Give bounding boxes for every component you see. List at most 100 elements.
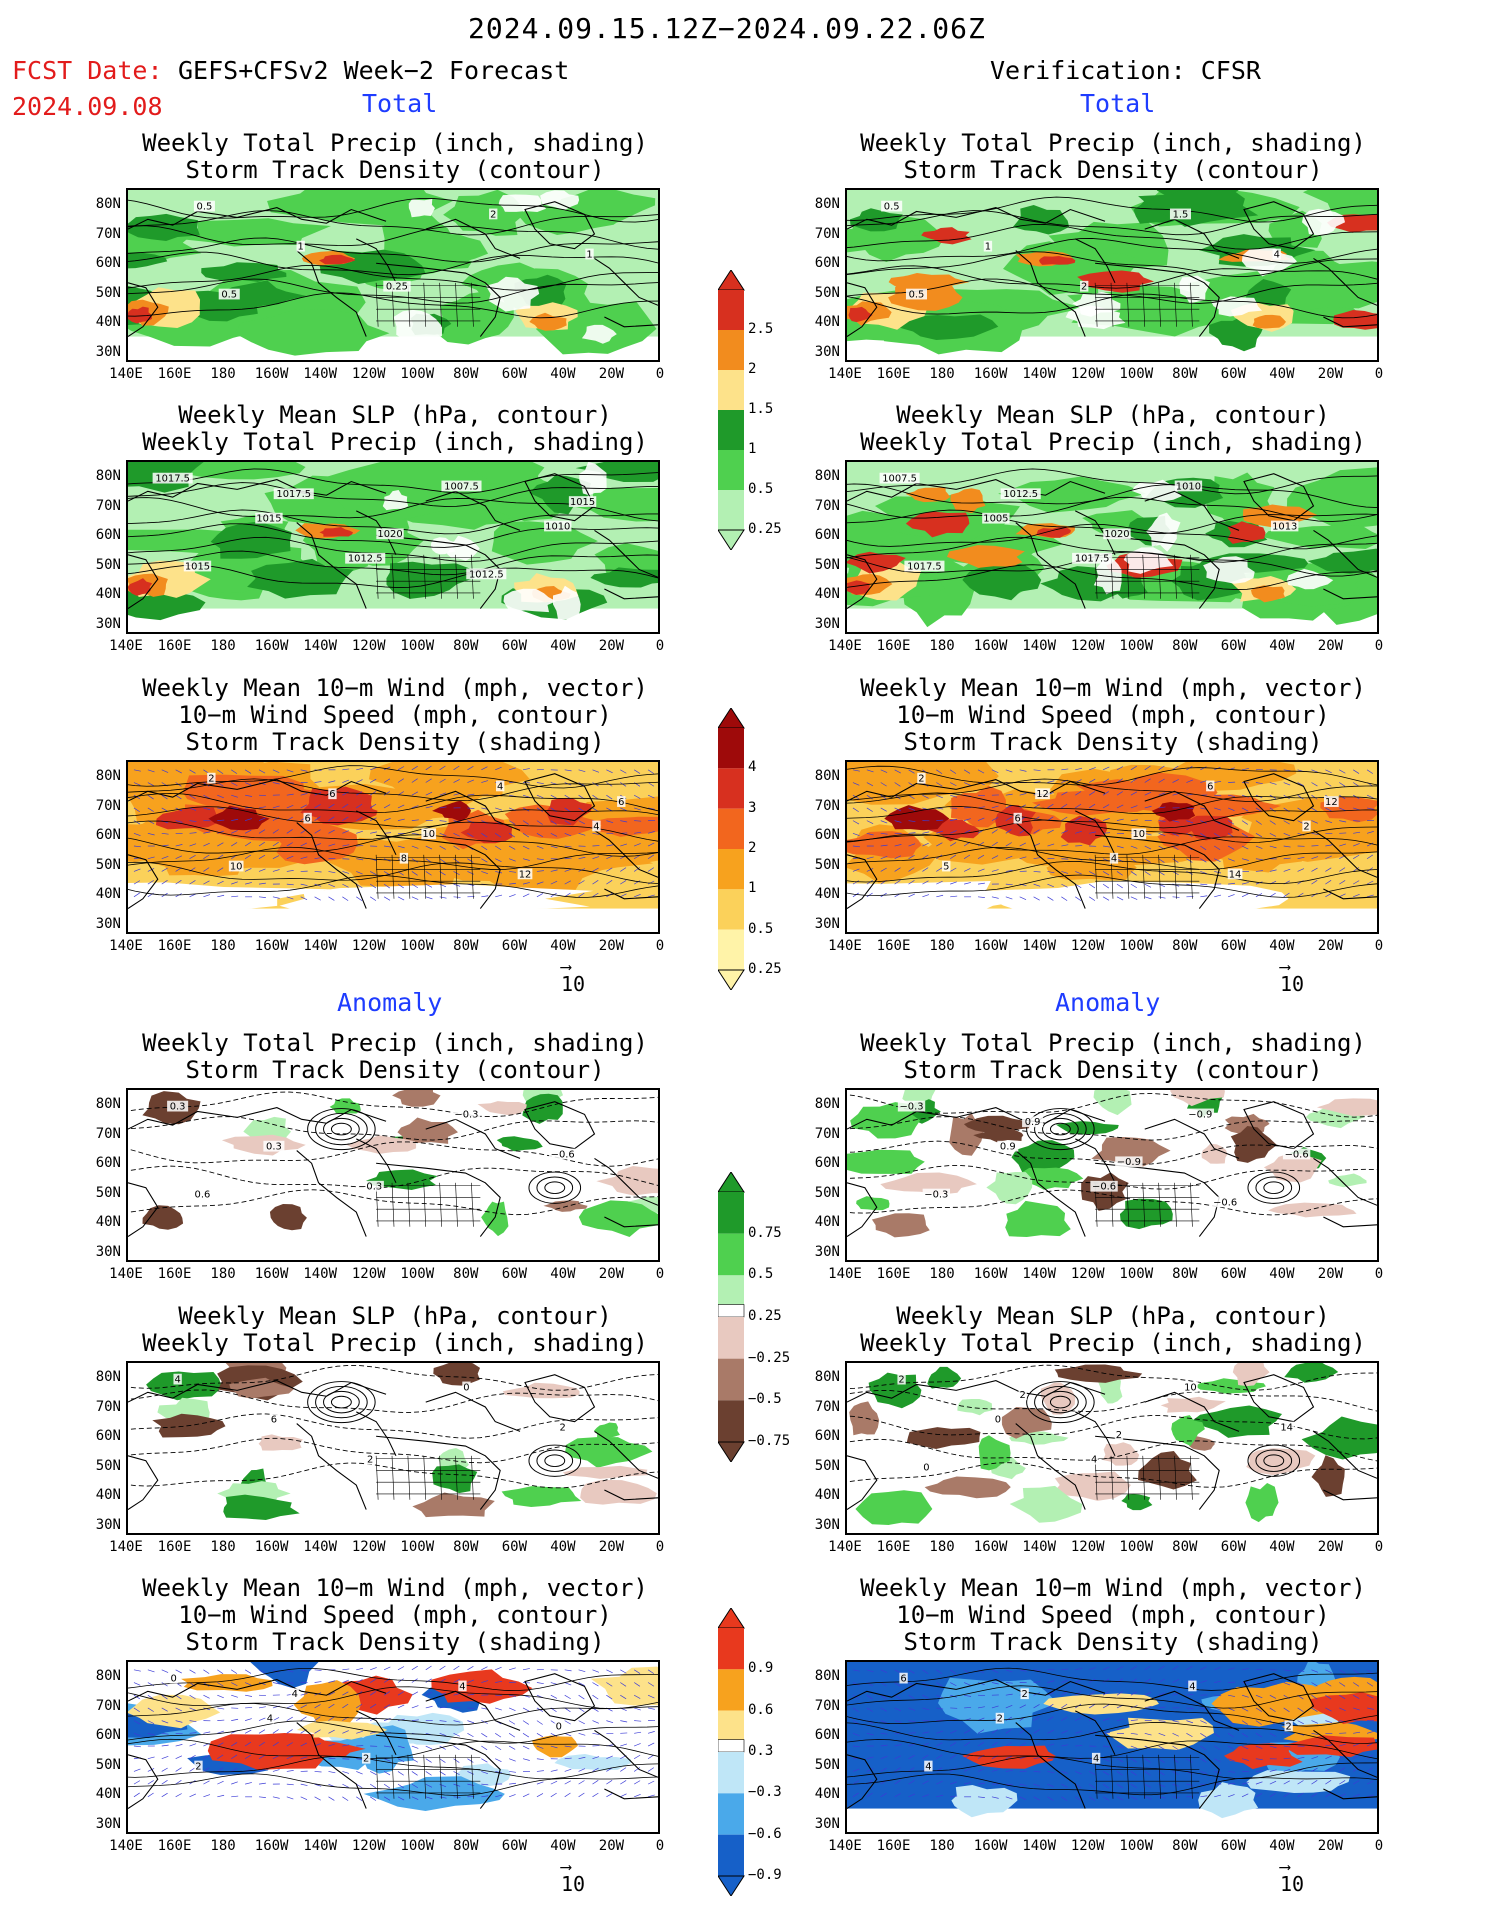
map-panel: −0.3 0.9 −0.6 −0.9 −0.6 −0.3 0.9 −0.9 −0.6 <box>845 1088 1379 1262</box>
lon-label: 20W <box>598 1266 625 1282</box>
contour-label: 4 <box>265 1712 275 1725</box>
lat-label: 50N <box>814 284 840 301</box>
lon-label: 160W <box>973 1266 1008 1282</box>
lat-label: 30N <box>95 1516 121 1533</box>
svg-text:0.3: 0.3 <box>170 1102 186 1113</box>
lon-label: 20W <box>1317 1838 1344 1854</box>
lat-label: 50N <box>95 856 121 873</box>
contour-label: −0.3 <box>356 1180 384 1193</box>
panel-title-line: Weekly Total Precip (inch, shading) <box>860 1029 1366 1057</box>
lon-label: 160W <box>973 366 1008 382</box>
lon-label: 140W <box>1022 366 1057 382</box>
lon-label: 160E <box>157 366 192 382</box>
svg-text:2: 2 <box>997 1714 1003 1725</box>
lon-label: 0 <box>655 366 665 382</box>
svg-text:10: 10 <box>1184 1382 1197 1393</box>
lat-label: 70N <box>814 1125 840 1142</box>
svg-text:0: 0 <box>556 1721 562 1732</box>
lon-label: 40W <box>1269 1539 1295 1555</box>
panel-title-line: Storm Track Density (shading) <box>903 1628 1323 1656</box>
lon-label: 140E <box>828 366 862 382</box>
svg-text:1020: 1020 <box>1104 529 1129 540</box>
contour-label: 1017.5 <box>273 488 314 500</box>
lon-label: 140W <box>1022 1539 1057 1555</box>
contour-label: 1 <box>983 240 993 253</box>
contour-label: 6 <box>899 1672 908 1685</box>
lon-label: 20W <box>1317 1539 1344 1555</box>
fcst-date-label: FCST Date: <box>12 56 163 85</box>
lat-label: 60N <box>95 1727 121 1743</box>
lon-label: 160E <box>876 1539 911 1555</box>
panel-title-line: Weekly Mean 10−m Wind (mph, vector) <box>860 674 1366 702</box>
lat-label: 40N <box>814 1487 840 1503</box>
svg-text:−0.3: −0.3 <box>924 1190 948 1201</box>
lon-label: 40W <box>550 1539 576 1555</box>
vector-reference-value: 10 <box>561 972 586 996</box>
contour-label: 1015 <box>255 512 283 525</box>
lon-label: 60W <box>501 938 528 954</box>
lon-label: 140E <box>828 938 862 954</box>
svg-text:1010: 1010 <box>545 521 570 532</box>
lon-label: 80W <box>1172 1266 1198 1282</box>
panel-title-line: Storm Track Density (shading) <box>185 728 605 756</box>
svg-text:1012.5: 1012.5 <box>469 569 504 580</box>
lat-label: 70N <box>95 1125 121 1142</box>
lon-label: 140E <box>828 1539 862 1555</box>
lon-label: 0 <box>1374 1539 1384 1555</box>
svg-text:1007.5: 1007.5 <box>444 481 479 492</box>
svg-text:4: 4 <box>925 1762 931 1773</box>
panel-title: Weekly Mean 10−m Wind (mph, vector) 10−m … <box>833 675 1393 756</box>
contour-label: 2 <box>194 1760 203 1772</box>
colorbar-label: 0.5 <box>748 481 774 497</box>
lat-label: 50N <box>95 1756 121 1773</box>
lon-label: 140W <box>303 938 338 954</box>
svg-text:10: 10 <box>230 862 243 873</box>
svg-text:4: 4 <box>174 1375 180 1386</box>
panel-title: Weekly Mean 10−m Wind (mph, vector) 10−m … <box>115 1575 675 1656</box>
lon-label: 60W <box>501 366 528 382</box>
map-panel: 4 6 2 0 2 <box>126 1361 660 1535</box>
map-panel: 0.5 1 0.25 2 1 0.5 <box>126 188 660 362</box>
lon-label: 100W <box>400 1539 435 1555</box>
lat-label: 80N <box>95 768 121 784</box>
lat-label: 60N <box>95 827 121 843</box>
contour-label: 1012.5 <box>345 552 386 565</box>
lat-label: 50N <box>814 856 840 873</box>
svg-text:0.25: 0.25 <box>386 282 408 293</box>
lon-label: 160W <box>254 1539 289 1555</box>
lat-label: 70N <box>95 225 121 242</box>
lat-label: 30N <box>814 915 840 932</box>
lon-label: 180 <box>210 1266 236 1282</box>
contour-label: 8 <box>399 852 409 865</box>
lat-label: 70N <box>814 225 840 242</box>
contour-label: 2 <box>1302 820 1311 832</box>
vector-reference-value: 10 <box>1280 1872 1305 1896</box>
lat-label: 50N <box>814 556 840 573</box>
panel-title-line: Storm Track Density (contour) <box>903 156 1323 184</box>
lon-label: 80W <box>453 366 479 382</box>
svg-text:1020: 1020 <box>377 529 402 540</box>
lon-label: 80W <box>1172 638 1198 654</box>
lon-label: 40W <box>1269 1838 1295 1854</box>
lon-label: 20W <box>598 1539 625 1555</box>
svg-text:1.5: 1.5 <box>1173 209 1189 220</box>
svg-text:6: 6 <box>1207 781 1213 792</box>
lon-label: 140W <box>1022 1838 1057 1854</box>
contour-label: 4 <box>1091 1752 1101 1765</box>
svg-text:4: 4 <box>1111 854 1117 865</box>
svg-text:1005: 1005 <box>983 514 1008 525</box>
contour-label: 1015 <box>568 496 597 508</box>
svg-text:2: 2 <box>208 774 214 785</box>
contour-label: −0.3 <box>922 1188 951 1201</box>
contour-label: 1017.5 <box>1072 552 1113 565</box>
colorbar-label: 0.75 <box>748 1224 782 1241</box>
lon-label: 140W <box>1022 938 1057 954</box>
lon-label: 0 <box>1374 1838 1384 1854</box>
contour-label: 0.9 <box>1022 1116 1044 1128</box>
lon-label: 160E <box>157 1266 192 1282</box>
lon-label: 180 <box>929 938 955 954</box>
lon-label: 60W <box>501 1838 528 1854</box>
colorbar-label: −0.6 <box>748 1825 782 1842</box>
lon-label: 80W <box>453 1838 479 1854</box>
contour-label: 1020 <box>376 528 404 540</box>
